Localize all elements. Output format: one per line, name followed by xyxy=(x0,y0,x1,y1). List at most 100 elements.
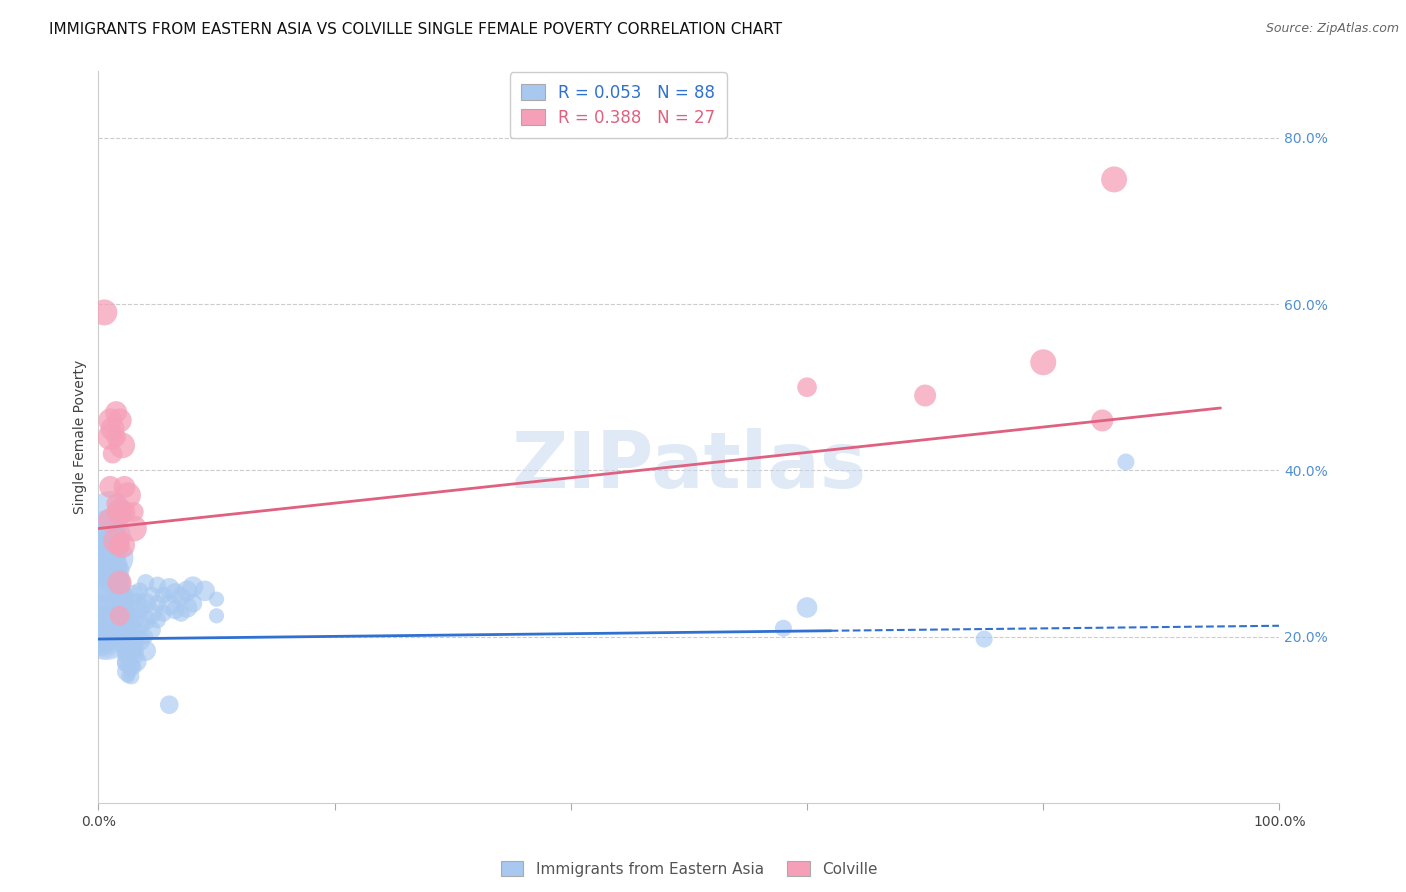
Point xyxy=(165,603,187,617)
Point xyxy=(796,600,818,615)
Point xyxy=(205,592,228,607)
Point xyxy=(152,588,174,602)
Point xyxy=(105,575,128,590)
Point xyxy=(115,655,138,669)
Point xyxy=(205,608,228,623)
Point xyxy=(108,583,131,598)
Point xyxy=(90,609,112,624)
Point xyxy=(107,588,129,602)
Point xyxy=(181,580,204,594)
Point xyxy=(96,621,118,635)
Point xyxy=(170,590,193,604)
Point xyxy=(110,592,132,607)
Point xyxy=(93,546,115,560)
Point xyxy=(135,643,157,657)
Legend: Immigrants from Eastern Asia, Colville: Immigrants from Eastern Asia, Colville xyxy=(495,855,883,883)
Point xyxy=(89,632,111,646)
Point xyxy=(98,413,121,427)
Point xyxy=(112,621,135,635)
Point xyxy=(108,575,131,590)
Point xyxy=(105,430,128,444)
Point xyxy=(122,505,145,519)
Point xyxy=(101,422,124,436)
Point xyxy=(914,388,936,402)
Point xyxy=(121,630,143,644)
Point xyxy=(122,621,145,635)
Point xyxy=(135,596,157,610)
Point xyxy=(111,613,134,627)
Point xyxy=(96,521,118,535)
Point xyxy=(89,606,111,620)
Point xyxy=(98,480,121,494)
Point xyxy=(1091,413,1114,427)
Point xyxy=(114,638,136,652)
Point xyxy=(108,505,131,519)
Point xyxy=(772,621,794,635)
Point xyxy=(114,596,136,610)
Point xyxy=(121,657,143,672)
Point xyxy=(152,607,174,621)
Point xyxy=(117,669,139,683)
Point xyxy=(114,613,136,627)
Point xyxy=(125,655,148,669)
Point xyxy=(122,635,145,649)
Point xyxy=(121,613,143,627)
Point xyxy=(117,658,139,673)
Point xyxy=(117,607,139,621)
Point xyxy=(115,600,138,615)
Point xyxy=(165,586,187,600)
Point xyxy=(117,621,139,635)
Point xyxy=(125,596,148,610)
Point xyxy=(93,613,115,627)
Point xyxy=(93,580,115,594)
Point xyxy=(128,583,150,598)
Point xyxy=(105,555,128,569)
Point xyxy=(125,642,148,657)
Point xyxy=(118,663,141,677)
Point xyxy=(96,626,118,640)
Point xyxy=(97,538,120,552)
Point xyxy=(98,513,121,527)
Point xyxy=(112,642,135,657)
Point xyxy=(93,567,115,582)
Point xyxy=(135,613,157,627)
Text: IMMIGRANTS FROM EASTERN ASIA VS COLVILLE SINGLE FEMALE POVERTY CORRELATION CHART: IMMIGRANTS FROM EASTERN ASIA VS COLVILLE… xyxy=(49,22,782,37)
Point xyxy=(141,623,163,637)
Point xyxy=(98,430,121,444)
Point xyxy=(115,617,138,632)
Point xyxy=(114,625,136,640)
Point xyxy=(141,588,163,602)
Point xyxy=(141,607,163,621)
Point xyxy=(105,533,128,548)
Point xyxy=(121,643,143,657)
Point xyxy=(121,669,143,683)
Point xyxy=(111,438,134,452)
Point xyxy=(94,599,117,613)
Point xyxy=(108,563,131,577)
Point xyxy=(125,615,148,629)
Point xyxy=(97,575,120,590)
Point xyxy=(118,638,141,652)
Point xyxy=(98,563,121,577)
Point xyxy=(107,605,129,619)
Point xyxy=(181,596,204,610)
Point xyxy=(115,665,138,679)
Point xyxy=(101,550,124,565)
Point xyxy=(128,617,150,632)
Point xyxy=(93,625,115,640)
Point xyxy=(170,607,193,621)
Point xyxy=(112,480,135,494)
Point xyxy=(128,600,150,615)
Point xyxy=(1032,355,1054,369)
Point xyxy=(110,608,132,623)
Point xyxy=(112,608,135,623)
Point xyxy=(103,571,125,585)
Point xyxy=(111,625,134,640)
Text: Source: ZipAtlas.com: Source: ZipAtlas.com xyxy=(1265,22,1399,36)
Point xyxy=(112,617,135,632)
Point xyxy=(108,538,131,552)
Point xyxy=(176,600,198,615)
Point xyxy=(103,546,125,560)
Point xyxy=(973,632,995,646)
Point xyxy=(101,447,124,461)
